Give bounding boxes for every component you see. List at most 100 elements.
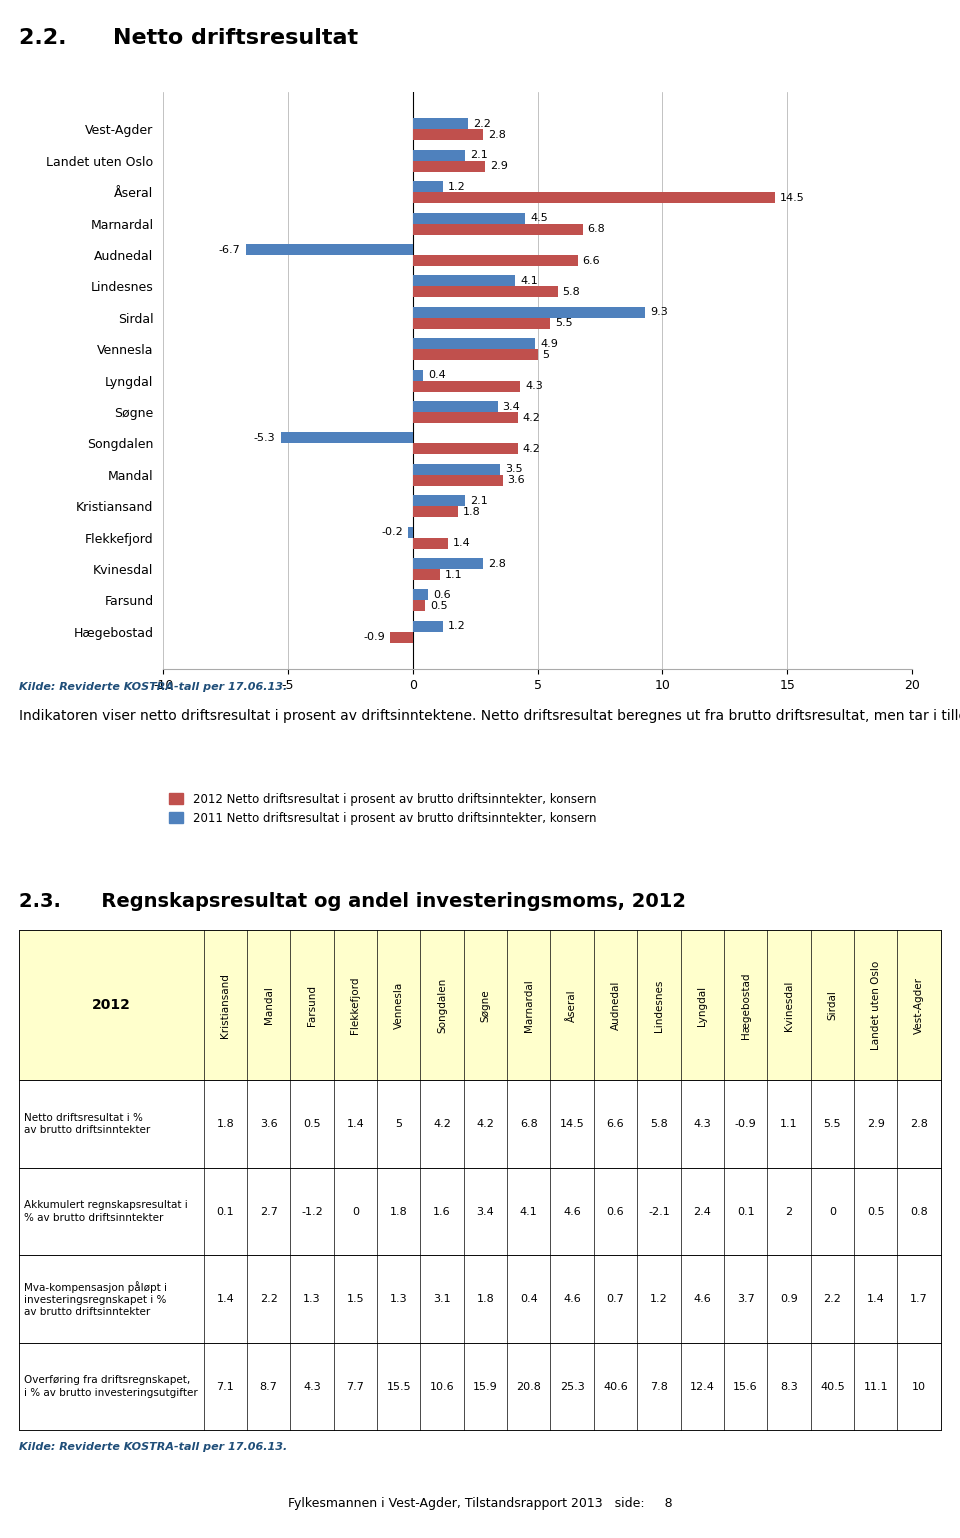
Text: 5.8: 5.8 [650, 1120, 668, 1129]
Text: Indikatoren viser netto driftsresultat i prosent av driftsinntektene. Netto drif: Indikatoren viser netto driftsresultat i… [19, 707, 960, 723]
Text: 1.2: 1.2 [650, 1293, 668, 1304]
Text: 1.8: 1.8 [390, 1207, 408, 1217]
Text: Akkumulert regnskapsresultat i
% av brutto driftsinntekter: Akkumulert regnskapsresultat i % av brut… [24, 1201, 187, 1223]
Text: 4.1: 4.1 [520, 275, 538, 286]
Text: 25.3: 25.3 [560, 1381, 585, 1392]
Text: Overføring fra driftsregnskapet,
i % av brutto investeringsutgifter: Overføring fra driftsregnskapet, i % av … [24, 1375, 198, 1398]
Text: 9.3: 9.3 [650, 308, 667, 317]
Bar [413, 589, 428, 600]
Bar [413, 464, 500, 475]
Text: 2.2.      Netto driftsresultat: 2.2. Netto driftsresultat [19, 28, 358, 49]
Text: 4.3: 4.3 [693, 1120, 711, 1129]
Text: 14.5: 14.5 [780, 192, 804, 203]
Text: 2.8: 2.8 [910, 1120, 928, 1129]
Text: Songdalen: Songdalen [437, 978, 447, 1034]
Bar [408, 526, 413, 538]
Bar [413, 569, 441, 580]
Text: 2.2: 2.2 [259, 1293, 277, 1304]
Bar [413, 118, 468, 129]
Text: 0: 0 [351, 1207, 359, 1217]
Text: 6.8: 6.8 [588, 225, 605, 234]
Text: 2012: 2012 [92, 998, 131, 1012]
Text: Audnedal: Audnedal [611, 981, 620, 1030]
Text: 2: 2 [785, 1207, 793, 1217]
Bar [246, 245, 413, 255]
Text: Kvinesdal: Kvinesdal [784, 980, 794, 1030]
Bar [413, 286, 558, 297]
Text: 1.4: 1.4 [867, 1293, 884, 1304]
Text: 1.8: 1.8 [476, 1293, 494, 1304]
Bar [413, 255, 578, 266]
Text: 4.2: 4.2 [476, 1120, 494, 1129]
Text: 12.4: 12.4 [690, 1381, 714, 1392]
Text: 1.2: 1.2 [447, 621, 466, 631]
Bar [413, 369, 422, 380]
Bar [280, 432, 413, 443]
Bar [413, 181, 443, 192]
Bar [19, 1167, 941, 1255]
Bar [413, 600, 425, 612]
Text: 10.6: 10.6 [430, 1381, 454, 1392]
Text: 3.7: 3.7 [736, 1293, 755, 1304]
Text: 1.7: 1.7 [910, 1293, 928, 1304]
Text: 2.9: 2.9 [491, 161, 508, 171]
Legend: 2012 Netto driftsresultat i prosent av brutto driftsinntekter, konsern, 2011 Net: 2012 Netto driftsresultat i prosent av b… [169, 792, 596, 824]
Text: 0.5: 0.5 [303, 1120, 321, 1129]
Text: 3.1: 3.1 [433, 1293, 451, 1304]
Text: 2.1: 2.1 [470, 495, 488, 506]
Text: 4.3: 4.3 [525, 381, 542, 391]
Bar [413, 318, 550, 329]
Text: 1.8: 1.8 [216, 1120, 234, 1129]
Text: Netto driftsresultat i %
av brutto driftsinntekter: Netto driftsresultat i % av brutto drift… [24, 1114, 150, 1135]
Text: 2.8: 2.8 [488, 131, 506, 140]
Text: 4.3: 4.3 [303, 1381, 321, 1392]
Text: 1.4: 1.4 [453, 538, 470, 548]
Text: 0: 0 [828, 1207, 836, 1217]
Text: 4.2: 4.2 [522, 444, 540, 454]
Text: 10: 10 [912, 1381, 926, 1392]
Text: 1.2: 1.2 [447, 181, 466, 192]
Text: 6.6: 6.6 [607, 1120, 624, 1129]
Text: 3.6: 3.6 [260, 1120, 277, 1129]
Bar [413, 161, 485, 172]
Text: 0.8: 0.8 [910, 1207, 928, 1217]
Text: 6.6: 6.6 [583, 255, 600, 266]
Bar [413, 223, 583, 235]
Text: 0.7: 0.7 [607, 1293, 624, 1304]
Text: Landet uten Oslo: Landet uten Oslo [871, 961, 880, 1050]
Text: Fylkesmannen i Vest-Agder, Tilstandsrapport 2013   side:     8: Fylkesmannen i Vest-Agder, Tilstandsrapp… [288, 1498, 672, 1510]
Text: 40.5: 40.5 [820, 1381, 845, 1392]
Text: 0.1: 0.1 [216, 1207, 234, 1217]
Text: -2.1: -2.1 [648, 1207, 670, 1217]
Text: 4.1: 4.1 [520, 1207, 538, 1217]
Text: 40.6: 40.6 [603, 1381, 628, 1392]
Bar [413, 380, 520, 392]
Text: -0.2: -0.2 [381, 528, 403, 537]
Text: 3.4: 3.4 [476, 1207, 494, 1217]
Text: 7.7: 7.7 [347, 1381, 364, 1392]
Text: Kristiansand: Kristiansand [220, 974, 230, 1038]
Text: 4.9: 4.9 [540, 338, 558, 349]
Bar [413, 212, 525, 223]
Text: 3.4: 3.4 [503, 401, 520, 412]
Bar [413, 558, 483, 569]
Text: 2.3.      Regnskapsresultat og andel investeringsmoms, 2012: 2.3. Regnskapsresultat og andel invester… [19, 892, 686, 910]
Bar [413, 129, 483, 140]
Text: Vest-Agder: Vest-Agder [914, 977, 924, 1034]
Text: -0.9: -0.9 [364, 632, 385, 643]
Text: 4.5: 4.5 [530, 214, 548, 223]
Text: 1.6: 1.6 [433, 1207, 451, 1217]
Text: Flekkefjord: Flekkefjord [350, 977, 360, 1034]
Text: Sirdal: Sirdal [828, 990, 837, 1020]
Text: 0.6: 0.6 [433, 591, 450, 600]
Text: 1.1: 1.1 [445, 569, 463, 580]
Text: 11.1: 11.1 [863, 1381, 888, 1392]
Text: 2.2: 2.2 [824, 1293, 841, 1304]
Text: 4.2: 4.2 [522, 412, 540, 423]
Bar [413, 495, 466, 506]
Text: 15.5: 15.5 [386, 1381, 411, 1392]
Text: Hægebostad: Hægebostad [740, 972, 751, 1038]
Bar [19, 1080, 941, 1167]
Text: 7.1: 7.1 [216, 1381, 234, 1392]
Text: 0.4: 0.4 [428, 371, 445, 380]
